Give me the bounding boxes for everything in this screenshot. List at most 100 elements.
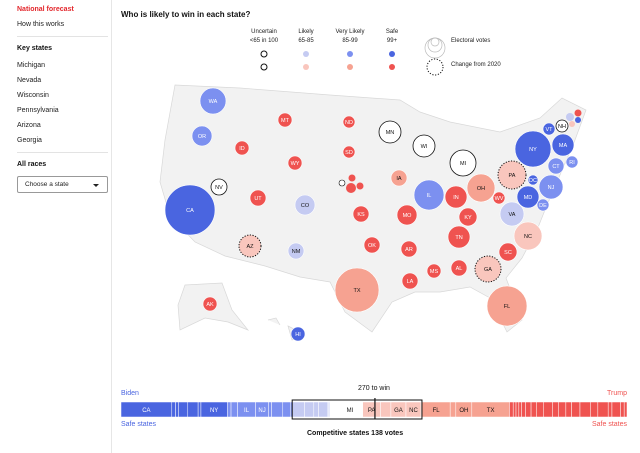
bar-segment[interactable]	[333, 401, 344, 418]
bar-segment[interactable]	[536, 401, 544, 418]
state-bubble-mo[interactable]: MO	[396, 204, 418, 226]
state-bubble-ar[interactable]: AR	[400, 240, 418, 258]
state-bubble-ks[interactable]: KS	[352, 205, 370, 223]
state-bubble-mi[interactable]: MI	[449, 149, 477, 177]
bar-segment[interactable]	[329, 401, 334, 418]
state-bubble-mt[interactable]: MT	[277, 112, 293, 128]
bar-segment[interactable]	[187, 401, 199, 418]
key-state-wisconsin[interactable]: Wisconsin	[17, 92, 49, 99]
bar-segment[interactable]	[282, 401, 291, 418]
key-state-pennsylvania[interactable]: Pennsylvania	[17, 107, 59, 114]
bar-segment[interactable]	[597, 401, 609, 418]
state-bubble-va[interactable]: VA	[499, 201, 525, 227]
district-bubble[interactable]	[338, 179, 346, 187]
key-state-georgia[interactable]: Georgia	[17, 137, 42, 144]
state-bubble-nd[interactable]: ND	[342, 115, 356, 129]
district-bubble[interactable]	[346, 183, 356, 193]
bar-segment[interactable]	[620, 401, 625, 418]
bar-segment[interactable]	[590, 401, 599, 418]
state-bubble-id[interactable]: ID	[234, 140, 250, 156]
key-state-arizona[interactable]: Arizona	[17, 122, 41, 129]
state-bubble-pa[interactable]: PA	[497, 160, 527, 190]
bar-segment[interactable]	[543, 401, 553, 418]
bar-segment[interactable]	[623, 401, 628, 418]
state-bubble-hi[interactable]: HI	[290, 326, 306, 342]
district-bubble[interactable]	[356, 182, 364, 190]
state-bubble-ok[interactable]: OK	[363, 236, 381, 254]
bar-segment[interactable]	[291, 401, 305, 418]
bar-segment[interactable]	[515, 401, 520, 418]
bar-segment[interactable]	[318, 401, 329, 418]
bar-segment[interactable]	[449, 401, 457, 418]
district-bubble[interactable]	[348, 174, 356, 182]
bar-segment[interactable]	[356, 401, 363, 418]
bar-segment[interactable]	[521, 401, 526, 418]
bar-segment[interactable]	[230, 401, 238, 418]
state-bubble-nc[interactable]: NC	[513, 221, 543, 251]
state-bubble-ut[interactable]: UT	[249, 189, 267, 207]
bar-segment[interactable]	[304, 401, 315, 418]
bar-segment[interactable]	[178, 401, 189, 418]
state-bubble-ak[interactable]: AK	[202, 296, 218, 312]
district-bubble[interactable]	[574, 109, 582, 117]
state-bubble-nm[interactable]: NM	[287, 242, 305, 260]
state-bubble-az[interactable]: AZ	[238, 234, 262, 258]
state-bubble-co[interactable]: CO	[294, 194, 316, 216]
bar-segment[interactable]	[268, 401, 272, 418]
state-bubble-ct[interactable]: CT	[547, 157, 565, 175]
nav-how-this-works[interactable]: How this works	[17, 21, 65, 28]
district-bubble[interactable]	[569, 121, 575, 127]
state-bubble-nh[interactable]: NH	[555, 119, 569, 133]
state-bubble-al[interactable]: AL	[450, 259, 468, 277]
state-bubble-ky[interactable]: KY	[458, 207, 478, 227]
state-bubble-wi[interactable]: WI	[412, 134, 436, 158]
bar-segment[interactable]	[579, 401, 591, 418]
state-bubble-sc[interactable]: SC	[498, 242, 518, 262]
state-bubble-nv[interactable]: NV	[210, 178, 228, 196]
state-bubble-ca[interactable]: CA	[164, 184, 216, 236]
state-bubble-in[interactable]: IN	[444, 185, 468, 209]
bar-segment[interactable]	[611, 401, 621, 418]
state-bubble-tx[interactable]: TX	[334, 267, 380, 313]
state-bubble-or[interactable]: OR	[191, 125, 213, 147]
bar-segment[interactable]	[380, 401, 392, 418]
bar-segment[interactable]	[171, 401, 176, 418]
bar-segment[interactable]	[607, 401, 613, 418]
state-bubble-ri[interactable]: RI	[565, 155, 579, 169]
state-bubble-la[interactable]: LA	[401, 272, 419, 290]
state-bubble-dc[interactable]: DC	[527, 174, 539, 186]
bar-segment[interactable]	[509, 401, 514, 418]
state-bubble-sd[interactable]: SD	[342, 145, 356, 159]
district-bubble[interactable]	[575, 117, 581, 123]
bar-segment[interactable]	[271, 401, 284, 418]
bar-segment[interactable]	[227, 401, 232, 418]
state-bubble-nj[interactable]: NJ	[538, 174, 564, 200]
bar-segment[interactable]	[558, 401, 567, 418]
bar-segment[interactable]	[313, 401, 319, 418]
state-bubble-md[interactable]: MD	[516, 185, 540, 209]
bar-segment[interactable]	[565, 401, 572, 418]
key-state-michigan[interactable]: Michigan	[17, 62, 46, 69]
bar-segment[interactable]	[197, 401, 202, 418]
state-bubble-vt[interactable]: VT	[542, 122, 556, 136]
bar-segment[interactable]	[518, 401, 522, 418]
bar-segment[interactable]	[552, 401, 559, 418]
state-bubble-oh[interactable]: OH	[466, 173, 496, 203]
state-bubble-wa[interactable]: WA	[199, 87, 227, 115]
state-bubble-wy[interactable]: WY	[287, 155, 303, 171]
state-bubble-ia[interactable]: IA	[390, 169, 408, 187]
state-bubble-wv[interactable]: WV	[492, 191, 506, 205]
bar-segment[interactable]	[525, 401, 532, 418]
district-bubble[interactable]	[566, 113, 574, 121]
key-state-nevada[interactable]: Nevada	[17, 77, 42, 84]
bar-segment[interactable]	[512, 401, 517, 418]
state-bubble-ga[interactable]: GA	[474, 255, 502, 283]
state-select[interactable]: Choose a state	[17, 176, 108, 193]
state-bubble-ny[interactable]: NY	[514, 130, 552, 168]
state-bubble-tn[interactable]: TN	[447, 225, 471, 249]
state-bubble-de[interactable]: DE	[536, 198, 550, 212]
state-bubble-ms[interactable]: MS	[426, 263, 442, 279]
state-bubble-mn[interactable]: MN	[378, 120, 402, 144]
bar-segment[interactable]	[571, 401, 581, 418]
bar-segment[interactable]	[175, 401, 179, 418]
